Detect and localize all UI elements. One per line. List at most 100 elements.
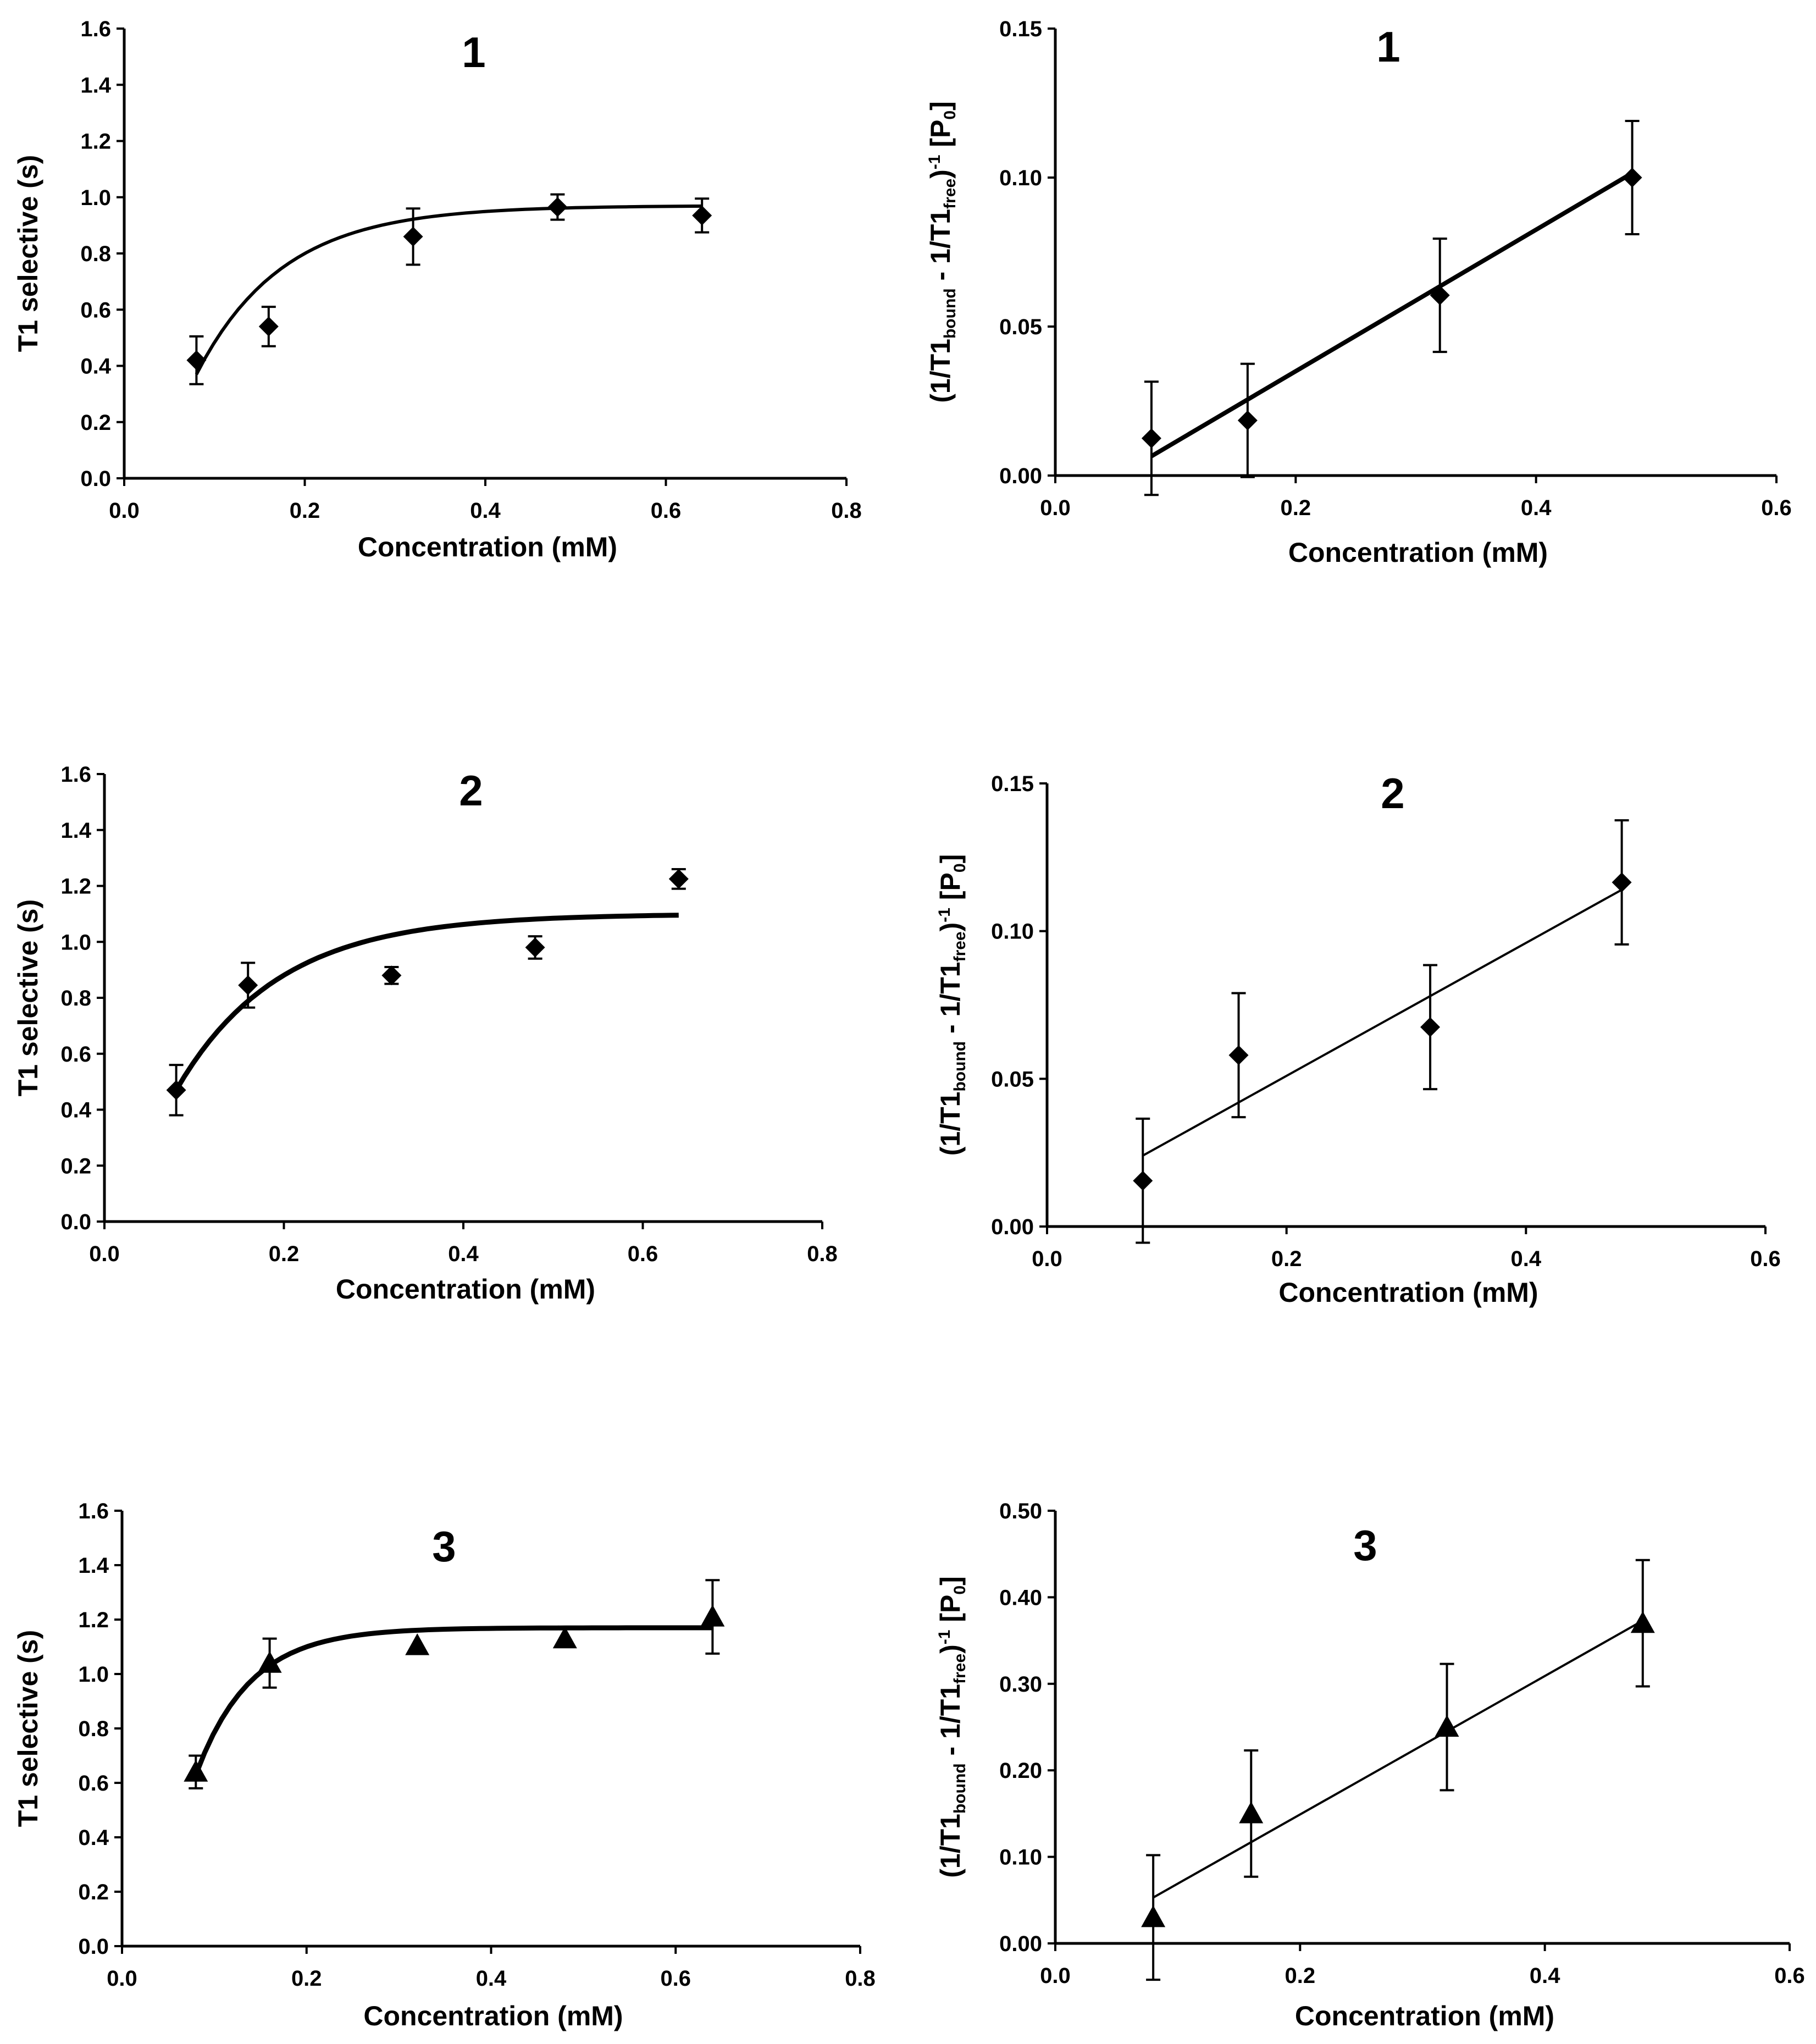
data-point-diamond — [258, 316, 279, 336]
y-title-part: [P — [935, 872, 966, 908]
x-tick-label: 0.6 — [660, 1966, 691, 1991]
chart-p1b: 0.00 0.05 0.10 0.15 0.0 0.2 0.4 0.6 1 Concentrati… — [925, 17, 1792, 568]
y-axis-title: (1/T1bound - 1/T1free)-1 [P0] — [935, 854, 969, 1156]
x-tick-label: 0.6 — [1761, 496, 1792, 520]
x-tick-label: 0.4 — [448, 1242, 479, 1266]
y-title-subscript: free — [951, 931, 969, 962]
x-axis-title: Concentration (mM) — [1295, 2001, 1554, 2031]
y-title-part: (1/T1 — [935, 1814, 966, 1878]
data-point-diamond — [547, 197, 568, 217]
y-title-superscript: -1 — [935, 1630, 954, 1645]
y-tick-label: 0.8 — [80, 242, 111, 266]
y-tick-label: 0.6 — [80, 298, 111, 322]
y-title-part: [P — [925, 120, 956, 155]
data-point-diamond — [381, 965, 402, 986]
data-point-diamond — [1622, 168, 1642, 187]
y-tick-label: 0.4 — [60, 1098, 91, 1123]
x-tick-label: 0.4 — [1530, 1964, 1560, 1988]
data-point-triangle — [1435, 1715, 1459, 1737]
y-tick-label: 0.00 — [999, 464, 1042, 488]
y-title-part: [P — [935, 1595, 966, 1630]
x-tick-label: 0.2 — [290, 499, 320, 523]
y-tick-label: 0.6 — [60, 1042, 91, 1067]
x-axis-title: Concentration (mM) — [1278, 1277, 1538, 1308]
data-point-triangle — [700, 1605, 725, 1627]
y-title-part: ) — [935, 1644, 966, 1654]
data-point-diamond — [692, 205, 712, 225]
x-axis-title: Concentration (mM) — [336, 1274, 595, 1305]
x-tick-label: 0.6 — [1750, 1247, 1781, 1271]
y-tick-label: 1.6 — [78, 1499, 109, 1523]
x-tick-label: 0.0 — [89, 1242, 120, 1266]
y-tick-label: 0.10 — [999, 166, 1042, 190]
data-point-triangle — [257, 1651, 282, 1673]
data-point-triangle — [1630, 1611, 1655, 1633]
y-title-subscript: 0 — [941, 111, 959, 120]
chart-p2a: 0.0 0.2 0.4 0.6 0.8 1.0 1.2 1.4 1.6 0.0 0.2 0.4 0.6 0… — [13, 763, 838, 1305]
y-tick-label: 1.6 — [60, 763, 91, 787]
y-tick-label: 0.0 — [80, 467, 111, 491]
x-tick-label: 0.8 — [831, 499, 862, 523]
y-tick-label: 0.0 — [60, 1210, 91, 1234]
x-tick-label: 0.4 — [476, 1966, 507, 1991]
y-title-part: - 1/T1 — [925, 209, 956, 288]
data-point-diamond — [1237, 410, 1258, 430]
y-title-part: (1/T1 — [935, 1092, 966, 1156]
x-tick-label: 0.0 — [1040, 496, 1071, 520]
fit-curve — [193, 1625, 713, 1776]
data-point-diamond — [668, 869, 689, 889]
y-tick-label: 1.0 — [78, 1662, 109, 1687]
data-point-triangle — [1141, 1905, 1166, 1927]
x-tick-label: 0.0 — [107, 1966, 137, 1991]
x-tick-label: 0.8 — [845, 1966, 876, 1991]
fit-curve — [174, 913, 679, 1092]
y-title-part: ) — [935, 922, 966, 932]
y-tick-label: 0.8 — [60, 986, 91, 1010]
y-tick-label: 0.05 — [999, 315, 1042, 339]
data-point-diamond — [1430, 285, 1450, 306]
data-point-diamond — [525, 937, 545, 958]
data-point-diamond — [166, 1080, 186, 1100]
data-point-diamond — [1141, 428, 1161, 449]
y-tick-label: 0.6 — [78, 1771, 109, 1796]
panel-title: 3 — [1353, 1521, 1377, 1570]
y-tick-label: 0.2 — [78, 1880, 109, 1904]
chart-p3b: 0.00 0.10 0.20 0.30 0.40 0.50 0.0 0.2 0.4 0.6 3 Con… — [935, 1499, 1805, 2031]
x-tick-label: 0.6 — [1774, 1964, 1805, 1988]
fit-line — [1142, 888, 1623, 1157]
y-tick-label: 0.50 — [999, 1499, 1042, 1523]
y-axis-title: (1/T1bound - 1/T1free)-1 [P0] — [925, 101, 959, 402]
y-title-subscript: bound — [951, 1041, 969, 1092]
x-axis-title: Concentration (mM) — [358, 532, 617, 562]
y-tick-label: 0.4 — [80, 355, 111, 379]
data-point-diamond — [1133, 1170, 1153, 1191]
y-axis-title: T1 selective (s) — [13, 155, 43, 352]
x-tick-label: 0.4 — [1521, 496, 1552, 520]
y-title-part: ) — [925, 169, 956, 179]
y-tick-label: 0.8 — [78, 1717, 109, 1741]
y-title-subscript: free — [951, 1654, 969, 1684]
y-tick-label: 0.20 — [999, 1759, 1042, 1783]
y-tick-label: 1.2 — [60, 875, 91, 899]
x-tick-label: 0.2 — [1271, 1247, 1302, 1271]
x-tick-label: 0.2 — [291, 1966, 322, 1991]
y-tick-label: 0.4 — [78, 1826, 109, 1850]
x-tick-label: 0.6 — [651, 499, 682, 523]
y-tick-label: 1.6 — [80, 17, 111, 41]
y-tick-label: 0.40 — [999, 1586, 1042, 1610]
chart-p3a: 0.0 0.2 0.4 0.6 0.8 1.0 1.2 1.4 1.6 0.0 0.2 0.4 0.6 0… — [13, 1499, 876, 2031]
y-tick-label: 0.15 — [999, 17, 1042, 41]
chart-p1a: 0.0 0.2 0.4 0.6 0.8 1.0 1.2 1.4 1.6 0.0 0.2 0.4 0.6 0… — [13, 17, 862, 562]
panel-title: 1 — [1376, 23, 1400, 71]
x-axis-title: Concentration (mM) — [363, 2001, 623, 2031]
fit-line — [1153, 1620, 1643, 1899]
y-title-subscript: bound — [951, 1763, 969, 1814]
panel-title: 1 — [462, 28, 485, 76]
x-tick-label: 0.2 — [1281, 496, 1311, 520]
y-title-part: (1/T1 — [925, 339, 956, 403]
x-tick-label: 0.4 — [470, 499, 501, 523]
x-tick-label: 0.8 — [807, 1242, 838, 1266]
y-tick-label: 0.05 — [991, 1067, 1034, 1091]
data-point-triangle — [405, 1633, 430, 1655]
